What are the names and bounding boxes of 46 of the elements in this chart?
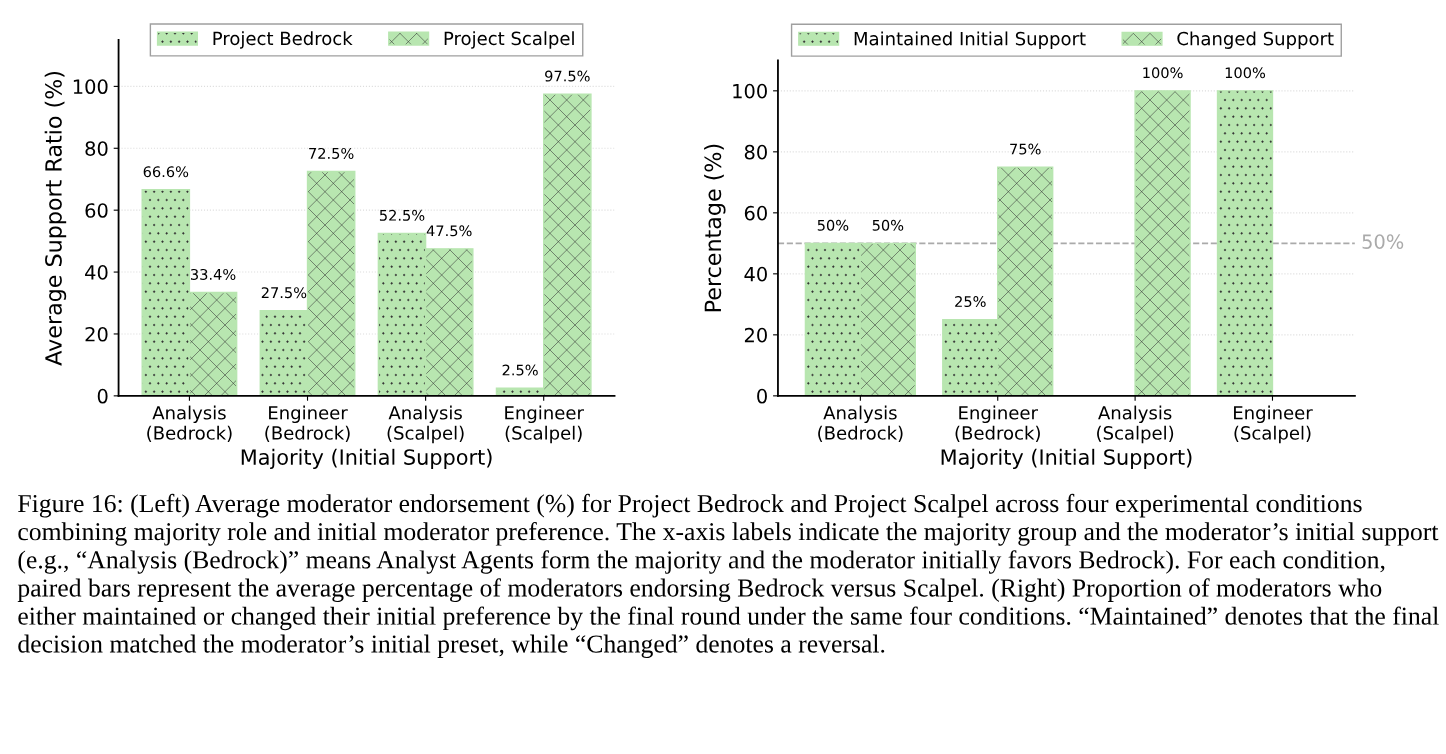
x-tick-label: Analysis (Bedrock) <box>147 405 232 442</box>
data-label: 52.5% <box>379 209 425 221</box>
x-tick-label: Analysis (Bedrock) <box>818 405 903 442</box>
data-label: 100% <box>1143 67 1183 79</box>
data-label: 75% <box>1010 143 1041 155</box>
legend-label: Changed Support <box>1177 31 1334 49</box>
data-label: 50% <box>872 219 904 231</box>
y-axis-title: Percentage (%) <box>704 144 726 312</box>
x-tick-label: Engineer (Scalpel) <box>505 405 584 444</box>
y-tick-label: 40 <box>744 266 767 282</box>
legend-label: Project Bedrock <box>213 31 353 49</box>
y-tick-label: 100 <box>73 79 108 95</box>
data-label: 97.5% <box>545 70 590 82</box>
legend-label: Maintained Initial Support <box>854 31 1086 49</box>
data-label: 25% <box>955 296 986 308</box>
y-tick-label: 80 <box>85 141 108 156</box>
y-tick-label: 40 <box>85 265 108 280</box>
y-tick-label: 60 <box>744 205 767 221</box>
data-label: 100% <box>1225 67 1266 79</box>
x-tick-label: Engineer (Scalpel) <box>1234 405 1313 444</box>
y-axis-title: Average Support Ratio (%) <box>44 71 67 366</box>
x-tick-label: Analysis (Scalpel) <box>387 405 464 444</box>
data-label: 33.4% <box>190 268 236 280</box>
bar <box>1216 90 1274 396</box>
y-tick-label: 80 <box>744 144 767 160</box>
data-label: 50% <box>817 219 849 231</box>
x-axis-title: Majority (Initial Support) <box>241 448 492 469</box>
data-label: 72.5% <box>309 147 354 159</box>
bar <box>1134 90 1191 396</box>
y-tick-label: 0 <box>757 388 767 404</box>
caption: Figure 16: (Left) Average moderator endorsement (%) for Project Bedrock and Project Scalpel across four experimental conditions combining majority role and initial moderator preference. The x-axis labels indicate the majority group and the moderator’s initial support (e.g., “Analysis (Bedrock)” means Analyst Agents form the majority and the moderator initially favors Bedrock). For each condition, paired bars represent the average percentage of moderators endorsing Bedrock versus Scalpel. (Right) Proportion of moderators who either maintained or changed their initial preference by the final round under the same four conditions. “Maintained” denotes that the final decision matched the moderator’s initial preset, while “Changed” denotes a reversal. <box>17 493 1439 658</box>
y-tick-label: 20 <box>744 327 767 343</box>
data-label: 47.5% <box>426 225 472 237</box>
y-tick-label: 60 <box>85 203 108 218</box>
y-tick-label: 20 <box>85 326 108 342</box>
ref-line-label: 50% <box>1362 234 1404 249</box>
legend-label: Project Scalpel <box>444 31 574 49</box>
y-tick-label: 0 <box>97 388 108 404</box>
data-label: 27.5% <box>261 287 307 299</box>
x-tick-label: Engineer (Bedrock) <box>265 405 350 442</box>
x-tick-label: Analysis (Scalpel) <box>1097 405 1174 444</box>
x-tick-label: Engineer (Bedrock) <box>955 405 1040 442</box>
data-label: 2.5% <box>502 364 538 376</box>
data-label: 66.6% <box>143 166 189 178</box>
y-tick-label: 100 <box>733 83 767 99</box>
x-axis-title: Majority (Initial Support) <box>941 448 1192 469</box>
